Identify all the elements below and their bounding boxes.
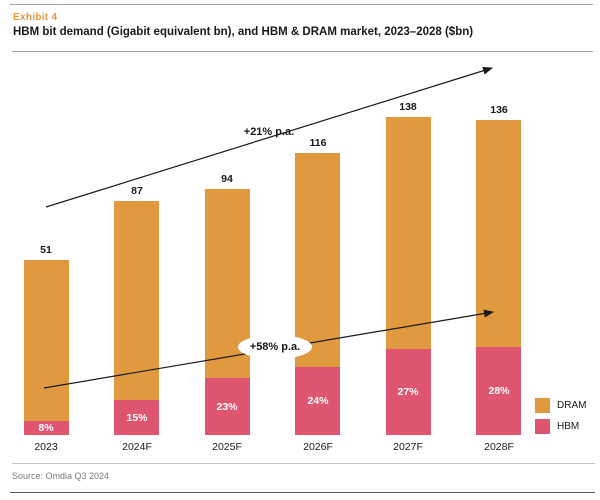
- bar-total-label: 136: [490, 104, 508, 116]
- hbm-swatch-icon: [535, 419, 550, 434]
- x-tick-label: 2023: [34, 441, 58, 453]
- dram-bar-segment: [476, 120, 521, 347]
- dram-swatch-icon: [535, 398, 550, 413]
- hbm-share-label: 24%: [307, 395, 329, 407]
- hbm-share-label: 15%: [126, 412, 148, 424]
- dram-bar-segment: [114, 201, 159, 400]
- x-tick-label: 2025F: [212, 441, 242, 453]
- bar-total-label: 94: [221, 173, 233, 185]
- hbm-share-label: 28%: [488, 385, 510, 397]
- legend-label-dram: DRAM: [557, 400, 587, 411]
- bar-total-label: 138: [399, 101, 417, 113]
- footer-divider: [12, 463, 595, 464]
- title-divider: [12, 51, 593, 52]
- bar-total-label: 116: [309, 137, 327, 149]
- dram-bar-segment: [24, 260, 69, 421]
- legend-item-dram: DRAM: [535, 398, 586, 413]
- chart-title: HBM bit demand (Gigabit equivalent bn), …: [13, 26, 474, 38]
- hbm-bar-segment: [24, 421, 69, 435]
- bar-total-label: 87: [131, 185, 143, 197]
- x-tick-label: 2028F: [484, 441, 514, 453]
- total-market-growth-annotation: +21% p.a.: [243, 126, 295, 138]
- x-tick-label: 2027F: [393, 441, 423, 453]
- x-tick-label: 2024F: [122, 441, 152, 453]
- hbm-share-label: 27%: [397, 386, 419, 398]
- source-note: Source: Omdia Q3 2024: [12, 471, 110, 481]
- hbm-growth-annotation: +58% p.a.: [249, 341, 301, 353]
- legend-item-hbm: HBM: [535, 419, 586, 434]
- top-divider: [10, 4, 593, 5]
- hbm-share-label: 23%: [216, 401, 238, 413]
- bar-total-label: 51: [40, 244, 52, 256]
- hbm-bar-segment: [114, 400, 159, 435]
- dram-bar-segment: [295, 153, 340, 367]
- bottom-divider: [10, 492, 595, 493]
- x-tick-label: 2026F: [303, 441, 333, 453]
- legend-label-hbm: HBM: [557, 421, 580, 432]
- hbm-share-label: 8%: [38, 422, 54, 434]
- exhibit-label: Exhibit 4: [13, 12, 58, 23]
- dram-bar-segment: [386, 117, 431, 349]
- legend: DRAM HBM: [535, 398, 586, 440]
